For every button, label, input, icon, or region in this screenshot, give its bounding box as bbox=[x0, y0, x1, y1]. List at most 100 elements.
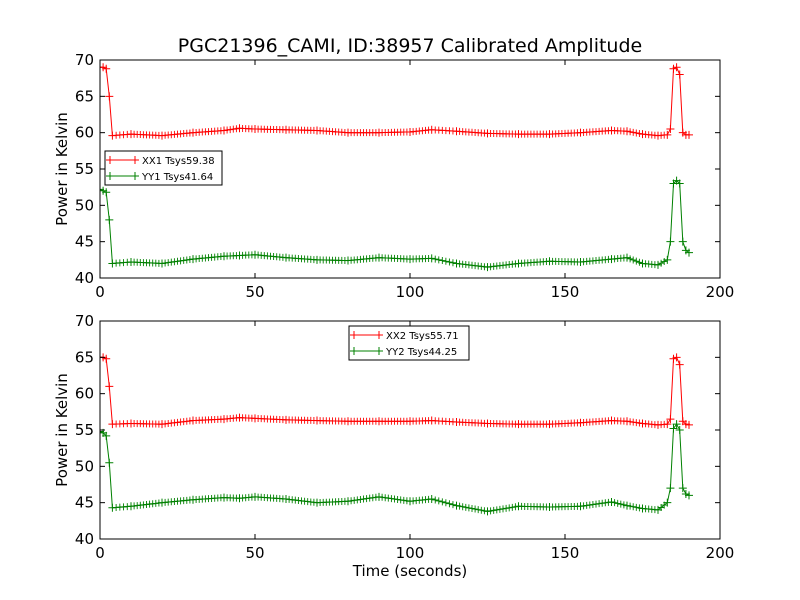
data-point bbox=[672, 353, 681, 362]
point-marker bbox=[632, 257, 640, 265]
point-marker bbox=[123, 130, 131, 138]
point-marker bbox=[490, 506, 498, 514]
y-tick-label: 60 bbox=[75, 124, 94, 142]
point-marker bbox=[660, 420, 668, 428]
point-marker bbox=[626, 502, 634, 510]
point-marker bbox=[660, 258, 668, 266]
point-marker bbox=[445, 500, 453, 508]
point-marker bbox=[477, 506, 485, 514]
point-marker bbox=[155, 259, 163, 267]
legend-marker bbox=[350, 347, 358, 355]
y-tick-label: 50 bbox=[75, 196, 94, 214]
point-marker bbox=[573, 258, 581, 266]
legend-label: YY2 Tsys44.25 bbox=[385, 347, 457, 358]
point-marker bbox=[573, 129, 581, 137]
point-marker bbox=[431, 496, 439, 504]
x-tick-label: 100 bbox=[396, 544, 425, 562]
y-tick-label: 55 bbox=[75, 160, 94, 178]
point-marker bbox=[442, 257, 450, 265]
data-point bbox=[685, 130, 693, 139]
point-marker bbox=[632, 129, 640, 137]
point-marker bbox=[310, 416, 318, 424]
point-marker bbox=[341, 497, 349, 505]
point-marker bbox=[438, 498, 446, 506]
point-marker bbox=[493, 506, 501, 514]
point-marker bbox=[620, 254, 628, 262]
point-marker bbox=[123, 503, 131, 511]
point-marker bbox=[511, 130, 519, 138]
point-marker bbox=[186, 129, 194, 137]
point-marker bbox=[372, 417, 380, 425]
point-marker bbox=[403, 128, 411, 136]
point-marker bbox=[511, 260, 519, 268]
data-point bbox=[102, 431, 111, 440]
point-marker bbox=[279, 253, 287, 261]
point-marker bbox=[480, 507, 488, 515]
y-axis-label: Power in Kelvin bbox=[53, 112, 71, 226]
point-marker bbox=[573, 419, 581, 427]
point-marker bbox=[496, 505, 504, 513]
point-marker bbox=[542, 130, 550, 138]
point-marker bbox=[232, 414, 240, 422]
data-point bbox=[685, 248, 693, 257]
y-tick-label: 65 bbox=[75, 348, 94, 366]
point-marker bbox=[449, 418, 457, 426]
point-marker bbox=[232, 125, 240, 133]
point-marker bbox=[438, 257, 446, 265]
y-tick-label: 60 bbox=[75, 385, 94, 403]
data-point bbox=[666, 484, 675, 493]
point-marker bbox=[635, 504, 643, 512]
point-marker bbox=[465, 504, 473, 512]
point-marker bbox=[403, 497, 411, 505]
data-point bbox=[666, 415, 675, 424]
point-marker bbox=[217, 494, 225, 502]
point-marker bbox=[651, 421, 659, 429]
point-marker bbox=[341, 256, 349, 264]
point-marker bbox=[186, 417, 194, 425]
point-marker bbox=[604, 498, 612, 506]
x-tick-label: 150 bbox=[551, 283, 580, 301]
x-tick-label: 100 bbox=[396, 283, 425, 301]
point-marker bbox=[431, 255, 439, 263]
legend: XX1 Tsys59.38 YY1 Tsys41.64 bbox=[104, 150, 223, 186]
point-marker bbox=[542, 503, 550, 511]
point-marker bbox=[480, 129, 488, 137]
point-marker bbox=[614, 499, 622, 507]
y-axis-label: Power in Kelvin bbox=[53, 373, 71, 487]
point-marker bbox=[456, 502, 464, 510]
point-marker bbox=[511, 420, 519, 428]
legend-marker bbox=[375, 347, 383, 355]
point-marker bbox=[604, 255, 612, 263]
point-marker bbox=[480, 263, 488, 271]
y-tick-label: 55 bbox=[75, 421, 94, 439]
point-marker bbox=[620, 501, 628, 509]
point-marker bbox=[217, 127, 225, 135]
point-marker bbox=[435, 256, 443, 264]
point-marker bbox=[279, 416, 287, 424]
data-point bbox=[105, 92, 114, 101]
point-marker bbox=[635, 130, 643, 138]
point-marker bbox=[617, 500, 625, 508]
point-marker bbox=[186, 256, 194, 264]
data-point bbox=[675, 426, 684, 434]
point-marker bbox=[425, 417, 433, 425]
y-tick-label: 70 bbox=[75, 312, 94, 330]
point-marker bbox=[502, 504, 510, 512]
point-marker bbox=[604, 417, 612, 425]
data-point bbox=[669, 424, 678, 433]
data-point bbox=[666, 125, 675, 134]
point-marker bbox=[248, 251, 256, 259]
point-marker bbox=[123, 258, 131, 266]
data-point bbox=[102, 354, 111, 363]
data-point bbox=[678, 237, 687, 246]
point-marker bbox=[310, 256, 318, 264]
data-point bbox=[105, 458, 114, 467]
point-marker bbox=[635, 258, 643, 266]
y-tick-label: 65 bbox=[75, 87, 94, 105]
data-point bbox=[678, 484, 687, 493]
series-1 bbox=[100, 353, 693, 429]
chart-title: PGC21396_CAMI, ID:38957 Calibrated Ampli… bbox=[178, 35, 642, 57]
point-marker bbox=[445, 258, 453, 266]
point-marker bbox=[459, 503, 467, 511]
y-tick-label: 40 bbox=[75, 269, 94, 287]
